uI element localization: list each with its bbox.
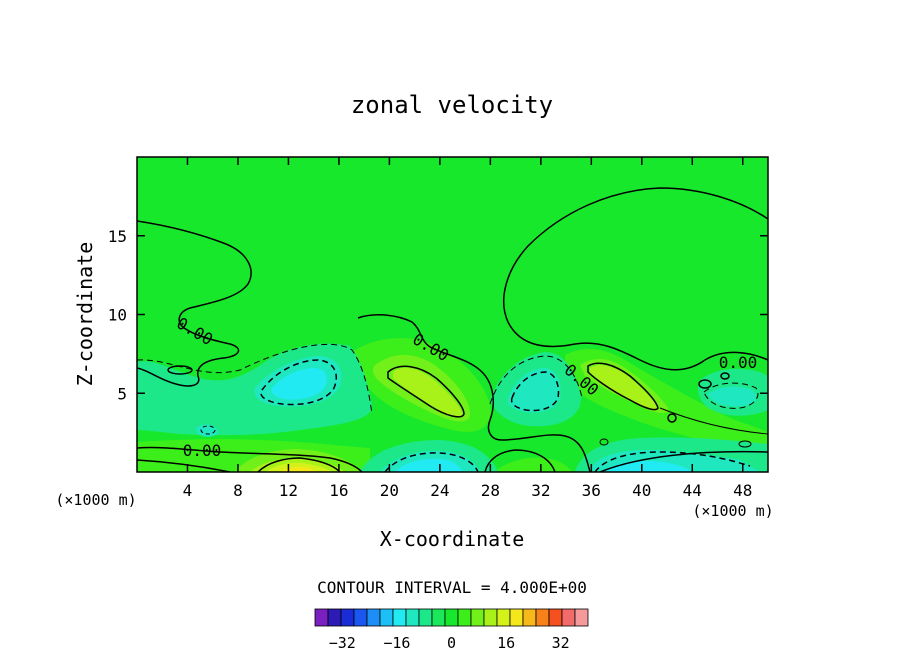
y-axis-label: Z-coordinate: [73, 242, 97, 387]
contour-jet-a: [387, 365, 465, 418]
x-tick-labels: 4 8 12 16 20 24 28 32 36 40 44 48: [183, 481, 753, 500]
colorbar-swatch: [405, 608, 420, 627]
colorbar: [314, 608, 589, 627]
colorbar-swatch: [379, 608, 394, 627]
contour-jet-bottom: [257, 457, 341, 472]
colorbar-swatch: [392, 608, 407, 627]
colorbar-swatch: [470, 608, 485, 627]
colorbar-swatch: [314, 608, 329, 627]
colorbar-swatch: [522, 608, 537, 627]
x-tick-label: 4: [183, 481, 193, 500]
positive-shading: [137, 338, 768, 472]
contour-negative-left-dashed: [260, 359, 338, 406]
colorbar-swatch: [457, 608, 472, 627]
zero-contour-lower: [137, 446, 363, 472]
colorbar-swatch: [535, 608, 550, 627]
plot-frame: [136, 156, 769, 473]
zero-contour-lower-2: [137, 459, 231, 472]
negative-spot-left: [196, 424, 218, 437]
y-tick-label: 5: [117, 384, 127, 403]
negative-peak-left: [271, 368, 327, 400]
x-tick-label: 44: [683, 481, 702, 500]
colorbar-tick-label: 0: [447, 634, 456, 652]
colorbar-swatch: [574, 608, 589, 627]
negative-core-center: [507, 368, 561, 413]
contour-positive-strand: [659, 407, 768, 435]
zero-label-4: 0.00: [719, 353, 758, 372]
x-axis-label: X-coordinate: [380, 527, 525, 551]
contour-small-loop: [200, 425, 216, 435]
zero-contour-loop-center: [484, 449, 556, 472]
x-tick-label: 12: [279, 481, 298, 500]
zero-contour-ring-left: [167, 365, 193, 375]
contour-negative-center-dashed: [510, 371, 560, 412]
colorbar-tick-label: 16: [497, 634, 515, 652]
x-tick-label: 28: [481, 481, 500, 500]
zero-contour-right-base: [599, 450, 768, 472]
x-unit-right: (×1000 m): [692, 502, 773, 520]
colorbar-swatch: [327, 608, 342, 627]
contour-negative-bottom-mid-dashed: [384, 452, 479, 472]
zero-contour-ring-right-2: [720, 372, 730, 380]
x-tick-label: 40: [632, 481, 651, 500]
contour-small-loop-2: [738, 440, 752, 448]
x-tick-label: 20: [380, 481, 399, 500]
colorbar-swatch: [509, 608, 524, 627]
x-tick-label: 24: [430, 481, 449, 500]
colorbar-swatch: [353, 608, 368, 627]
colorbar-swatch: [340, 608, 355, 627]
negative-left-edge: [137, 378, 160, 404]
x-tick-label: 16: [329, 481, 348, 500]
colorbar-swatch: [418, 608, 433, 627]
contour-negative-outer-left-dashed: [137, 343, 373, 415]
plot-area: 0.00 0.00 0.00 0.00 0.00: [137, 157, 768, 472]
contour-small-loop-3: [599, 438, 609, 446]
zero-contour-upper-left: [137, 220, 252, 387]
y-tick-label: 15: [108, 227, 127, 246]
y-axis-ticks: [137, 235, 768, 394]
colorbar-swatch: [366, 608, 381, 627]
contour-negative-bottom-right-dashed: [594, 451, 751, 472]
colorbar-swatch: [496, 608, 511, 627]
zero-label-5: 0.00: [183, 441, 222, 460]
colorbar-swatch: [444, 608, 459, 627]
chart-title: zonal velocity: [351, 91, 553, 119]
x-tick-label: 8: [233, 481, 243, 500]
jet-a-core: [393, 367, 462, 417]
colorbar-swatch: [431, 608, 446, 627]
colorbar-swatch: [561, 608, 576, 627]
jet-b-core: [590, 365, 657, 410]
zero-contour-ring-right: [698, 379, 712, 389]
y-tick-label: 10: [108, 306, 127, 325]
x-axis-ticks: [186, 157, 744, 472]
x-tick-label: 48: [733, 481, 752, 500]
contour-interval-label: CONTOUR INTERVAL = 4.000E+00: [317, 578, 587, 597]
colorbar-tick-label: 32: [552, 634, 570, 652]
x-tick-label: 36: [582, 481, 601, 500]
negative-core-right: [708, 386, 757, 407]
negative-peak-bottom-mid: [395, 458, 462, 472]
contour-negative-outer-center-dashed: [489, 355, 583, 405]
colorbar-swatch: [548, 608, 563, 627]
colorbar-tick-label: −32: [329, 634, 356, 652]
colorbar-labels: −32 −16 0 16 32: [329, 634, 570, 652]
colorbar-swatch: [483, 608, 498, 627]
zero-contour-upper-right: [503, 187, 768, 371]
x-tick-label: 32: [531, 481, 550, 500]
contour-jet-b: [587, 362, 659, 411]
contour-small-loop-4: [667, 413, 677, 423]
contour-lines: [137, 187, 768, 472]
colorbar-tick-label: −16: [383, 634, 410, 652]
zero-contour-mid: [357, 314, 591, 472]
y-tick-labels: 5 10 15: [108, 227, 127, 404]
x-unit-left: (×1000 m): [55, 491, 136, 509]
